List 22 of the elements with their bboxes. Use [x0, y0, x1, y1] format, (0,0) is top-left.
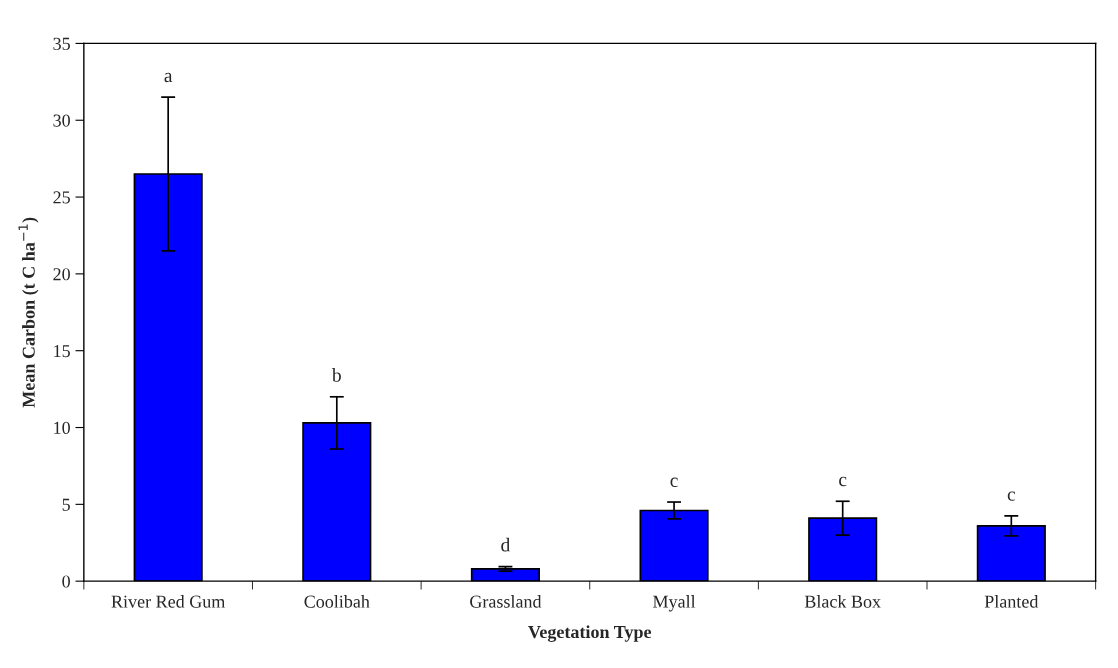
y-tick-label: 0	[62, 575, 70, 588]
y-tick-label: 30	[53, 114, 70, 127]
x-tick-label: Grassland	[470, 595, 542, 608]
y-tick-label: 5	[62, 498, 70, 511]
y-tick-label: 25	[53, 191, 70, 204]
x-tick-label: River Red Gum	[111, 595, 226, 608]
annotation: d	[501, 537, 511, 552]
annotation: c	[670, 477, 678, 487]
y-tick-label: 15	[54, 345, 70, 358]
x-axis-title: Vegetation Type	[528, 625, 652, 642]
y-tick-label: 20	[53, 268, 70, 281]
annotation: c	[1007, 491, 1016, 501]
y-tick-label: 10	[54, 421, 70, 434]
annotation: b	[331, 368, 341, 382]
y-axis-title: Mean Carbon (t C ha$^{−1}$)	[18, 217, 39, 408]
annotation: a	[164, 72, 173, 83]
x-tick-label: Black Box	[804, 595, 881, 608]
x-tick-label: Myall	[653, 595, 696, 612]
x-tick-label: Coolibah	[304, 595, 370, 608]
annotation: c	[839, 476, 847, 487]
y-tick-label: 35	[53, 37, 70, 50]
x-tick-label: Planted	[984, 595, 1039, 608]
